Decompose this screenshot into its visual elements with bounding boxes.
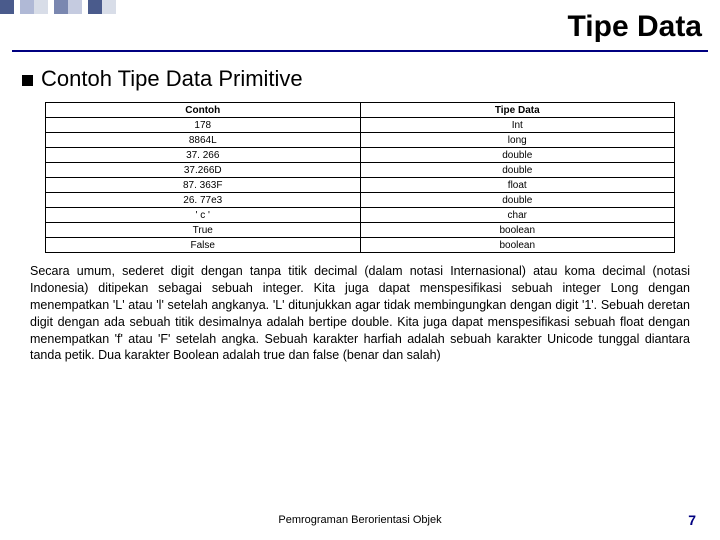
table-row: Trueboolean — [46, 223, 675, 238]
decor-square — [0, 0, 14, 14]
title-underline — [12, 50, 708, 52]
cell-tipe: double — [360, 193, 675, 208]
cell-tipe: double — [360, 163, 675, 178]
decor-square — [102, 0, 116, 14]
decor-square — [68, 0, 82, 14]
table-row: 37. 266double — [46, 148, 675, 163]
table-header-contoh: Contoh — [46, 103, 361, 118]
cell-contoh: 37.266D — [46, 163, 361, 178]
table-row: 37.266Ddouble — [46, 163, 675, 178]
decor-square — [54, 0, 68, 14]
decor-square — [20, 0, 34, 14]
table-row: ' c 'char — [46, 208, 675, 223]
page-number: 7 — [688, 512, 696, 528]
cell-tipe: long — [360, 133, 675, 148]
cell-tipe: boolean — [360, 223, 675, 238]
decor-square — [88, 0, 102, 14]
cell-tipe: char — [360, 208, 675, 223]
cell-contoh: ' c ' — [46, 208, 361, 223]
cell-contoh: True — [46, 223, 361, 238]
table-header-tipe: Tipe Data — [360, 103, 675, 118]
table-row: 8864Llong — [46, 133, 675, 148]
section-heading: Contoh Tipe Data Primitive — [22, 66, 720, 92]
table-row: 178Int — [46, 118, 675, 133]
table-row: 26. 77e3double — [46, 193, 675, 208]
cell-contoh: 37. 266 — [46, 148, 361, 163]
footer-text: Pemrograman Berorientasi Objek — [0, 514, 720, 526]
cell-tipe: float — [360, 178, 675, 193]
cell-contoh: 178 — [46, 118, 361, 133]
header-decoration — [0, 0, 116, 28]
cell-contoh: 87. 363F — [46, 178, 361, 193]
cell-contoh: False — [46, 238, 361, 253]
bullet-icon — [22, 75, 33, 86]
table-row: 87. 363Ffloat — [46, 178, 675, 193]
section-heading-text: Contoh Tipe Data Primitive — [41, 66, 303, 91]
cell-tipe: boolean — [360, 238, 675, 253]
cell-tipe: double — [360, 148, 675, 163]
examples-table: Contoh Tipe Data 178Int8864Llong37. 266d… — [45, 102, 675, 253]
cell-tipe: Int — [360, 118, 675, 133]
decor-square — [34, 0, 48, 14]
table-row: Falseboolean — [46, 238, 675, 253]
cell-contoh: 8864L — [46, 133, 361, 148]
table-header-row: Contoh Tipe Data — [46, 103, 675, 118]
cell-contoh: 26. 77e3 — [46, 193, 361, 208]
body-paragraph: Secara umum, sederet digit dengan tanpa … — [30, 263, 690, 364]
